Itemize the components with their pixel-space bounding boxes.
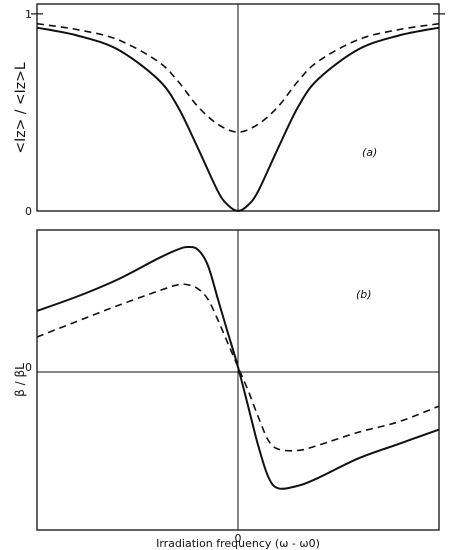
x-axis-title: Irradiation frequency (ω - ω0) [156,537,320,550]
panel-b-xtick-label: 0 [235,532,242,545]
panel-b-ytick-label: 0 [25,361,32,374]
panel-a-ticks: 10 [25,8,445,218]
panel-a-solid-curve [36,26,440,213]
panel-a: 10 (a) <Iz> / <Iz>L [13,3,445,218]
panel-a-label: (a) [362,146,377,159]
panel-b-ylabel: β / βL [13,363,27,397]
panel-b: 00 (b) β / βL Irradiation frequency (ω -… [13,229,440,550]
panel-a-ylabel: <Iz> / <Iz>L [13,62,29,153]
panel-a-plot [36,22,440,213]
panel-b-solid-curve [36,245,440,490]
panel-b-label: (b) [356,288,372,301]
panel-a-ytick-label: 0 [25,205,32,218]
panel-a-ytick-label: 1 [25,8,32,21]
panel-b-ticks: 00 [25,361,242,545]
panel-b-plot [36,245,440,490]
